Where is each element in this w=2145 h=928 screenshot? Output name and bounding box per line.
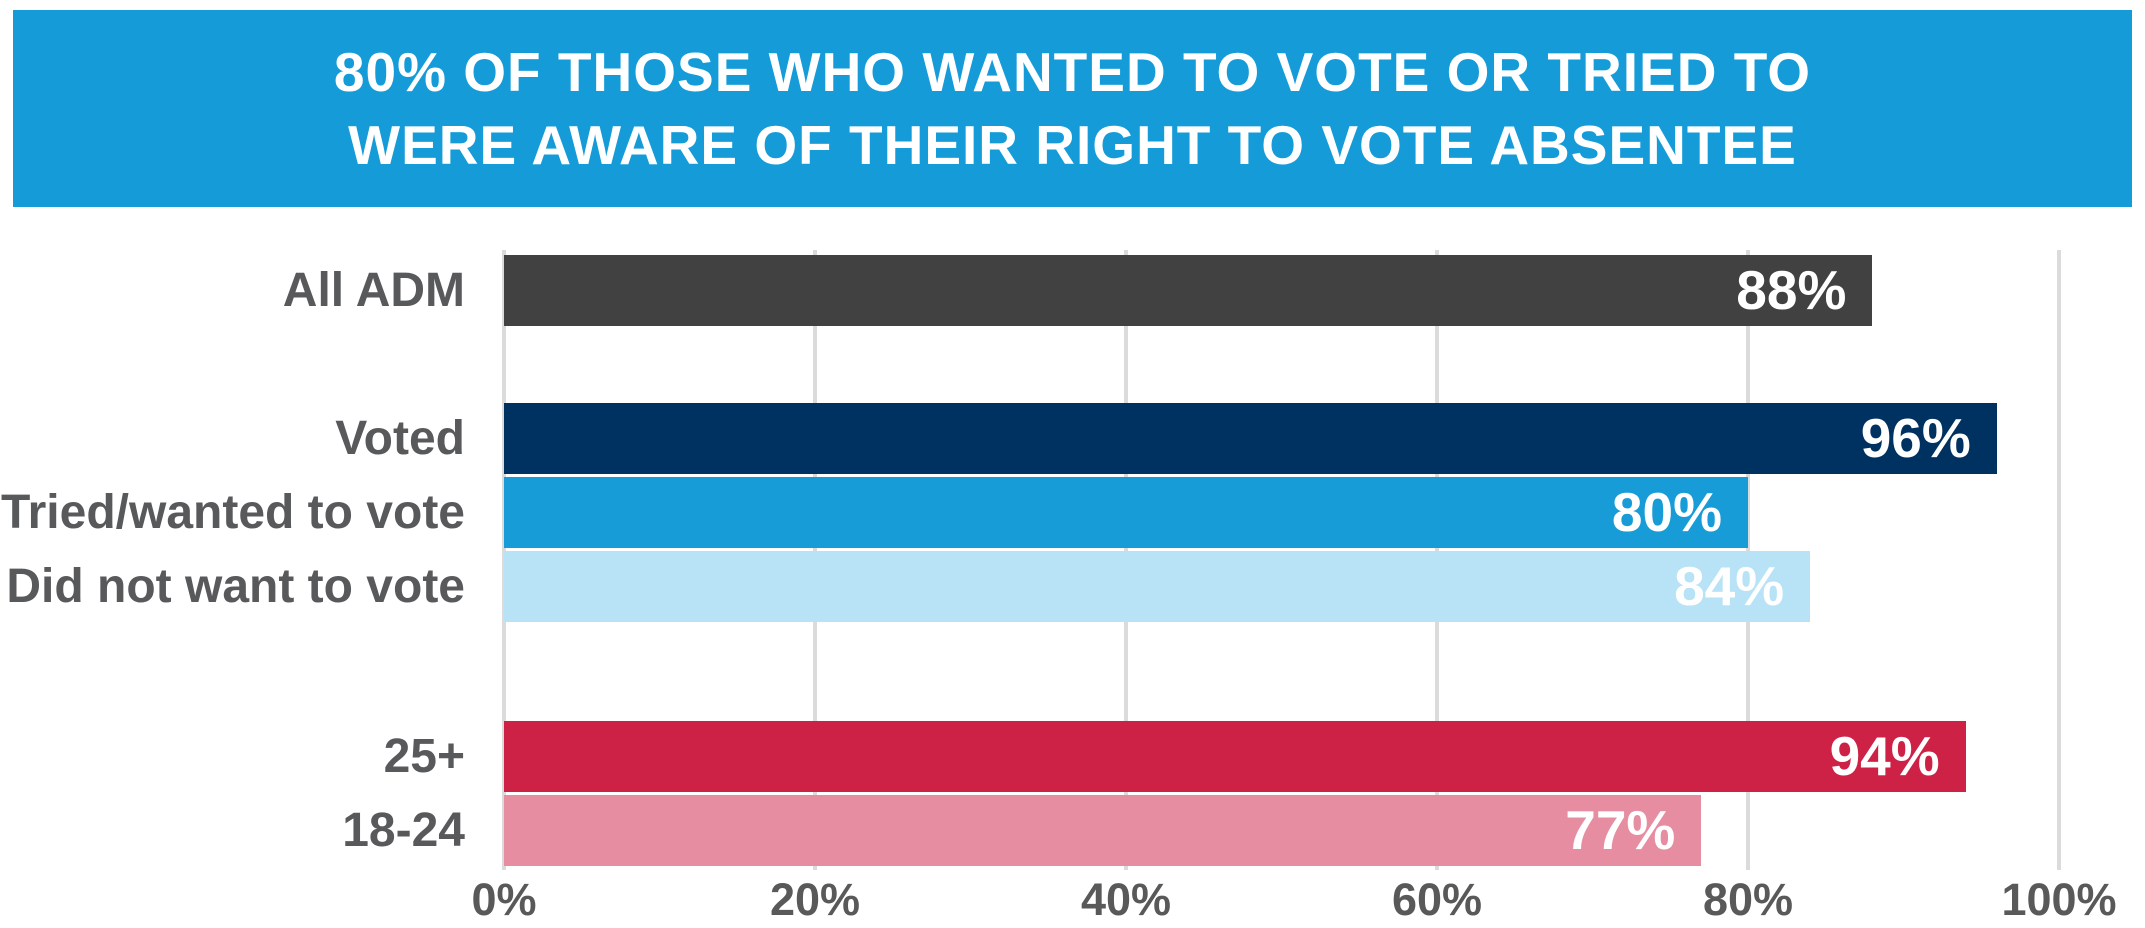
category-label-voted: Voted bbox=[335, 412, 465, 465]
x-tick-label-60%: 60% bbox=[1391, 874, 1483, 925]
x-tick-label-80%: 80% bbox=[1702, 874, 1794, 925]
bar-value-label: 96% bbox=[1860, 407, 1971, 469]
bar-all-adm: 88% bbox=[504, 255, 1873, 326]
bar-value-label: 88% bbox=[1736, 259, 1847, 321]
category-label-did-not-want-to-vote: Did not want to vote bbox=[6, 560, 465, 613]
gridline-100% bbox=[2057, 250, 2061, 870]
x-tick-label-20%: 20% bbox=[769, 874, 861, 925]
category-label-18-24: 18-24 bbox=[342, 804, 465, 857]
bar-value-label: 84% bbox=[1674, 555, 1785, 617]
x-tick-label-100%: 100% bbox=[2001, 874, 2117, 925]
chart-title-banner: 80% OF THOSE WHO WANTED TO VOTE OR TRIED… bbox=[13, 10, 2132, 207]
bar-tried-wanted-to-vote: 80% bbox=[504, 477, 1748, 548]
bar-18-24: 77% bbox=[504, 795, 1702, 866]
bar-value-label: 80% bbox=[1611, 481, 1722, 543]
bar-25-: 94% bbox=[504, 721, 1966, 792]
x-tick-label-0%: 0% bbox=[471, 874, 537, 925]
x-tick-label-40%: 40% bbox=[1080, 874, 1172, 925]
chart-title-line-1: 80% OF THOSE WHO WANTED TO VOTE OR TRIED… bbox=[333, 40, 1812, 103]
bar-did-not-want-to-vote: 84% bbox=[504, 551, 1811, 622]
category-label-tried-wanted-to-vote: Tried/wanted to vote bbox=[0, 486, 465, 539]
category-label-25-: 25+ bbox=[383, 730, 465, 783]
bar-voted: 96% bbox=[504, 403, 1997, 474]
bar-value-label: 77% bbox=[1565, 799, 1676, 861]
bar-value-label: 94% bbox=[1829, 725, 1940, 787]
category-label-all-adm: All ADM bbox=[282, 264, 465, 317]
chart-title-line-2: WERE AWARE OF THEIR RIGHT TO VOTE ABSENT… bbox=[348, 113, 1797, 176]
